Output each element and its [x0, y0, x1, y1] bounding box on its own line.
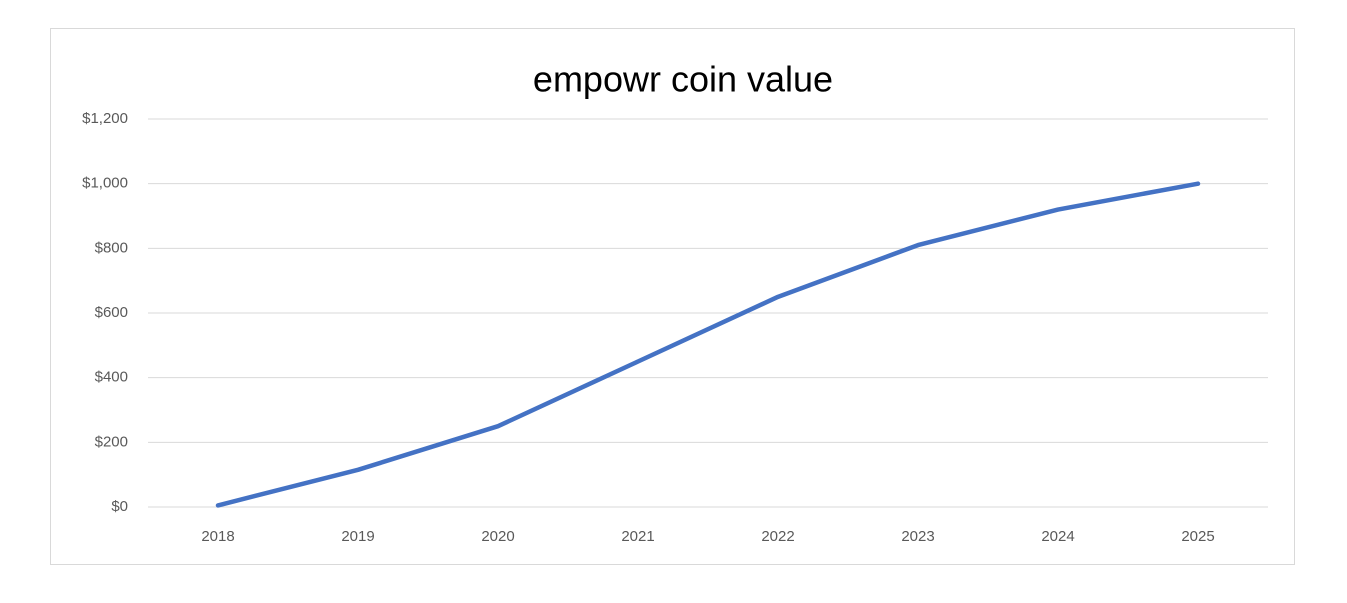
- x-tick-label: 2022: [761, 528, 794, 545]
- chart-title: empowr coin value: [533, 59, 833, 100]
- y-tick-label: $1,200: [82, 110, 128, 127]
- y-tick-label: $200: [95, 433, 128, 450]
- chart-frame: [50, 28, 1295, 565]
- y-tick-label: $1,000: [82, 175, 128, 192]
- y-tick-label: $800: [95, 239, 128, 256]
- x-tick-label: 2018: [201, 528, 234, 545]
- data-line: [215, 181, 1201, 508]
- y-tick-label: $0: [111, 498, 128, 515]
- x-tick-label: 2025: [1181, 528, 1214, 545]
- x-tick-label: 2020: [481, 528, 514, 545]
- x-tick-label: 2023: [901, 528, 934, 545]
- x-tick-label: 2019: [341, 528, 374, 545]
- y-tick-label: $600: [95, 304, 128, 321]
- x-tick-label: 2024: [1041, 528, 1074, 545]
- y-tick-label: $400: [95, 369, 128, 386]
- x-tick-label: 2021: [621, 528, 654, 545]
